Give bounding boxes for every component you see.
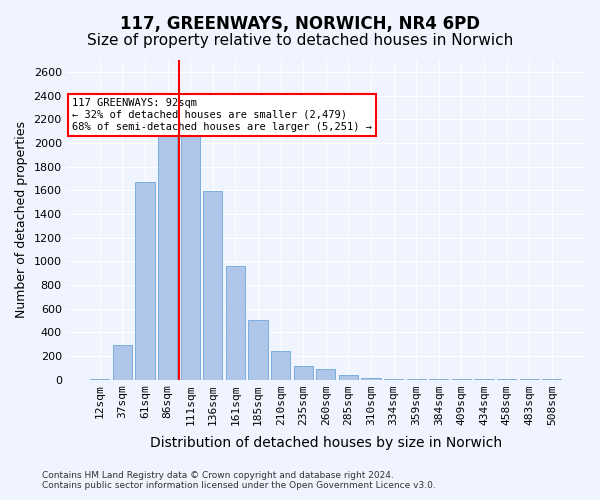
Text: 117 GREENWAYS: 92sqm
← 32% of detached houses are smaller (2,479)
68% of semi-de: 117 GREENWAYS: 92sqm ← 32% of detached h… [72,98,372,132]
Text: 117, GREENWAYS, NORWICH, NR4 6PD: 117, GREENWAYS, NORWICH, NR4 6PD [120,15,480,33]
Bar [113,345,132,380]
Bar [203,192,223,380]
Bar [361,378,380,380]
Y-axis label: Number of detached properties: Number of detached properties [15,122,28,318]
Bar [248,320,268,380]
Bar [316,369,335,380]
Bar [158,124,177,380]
Bar [136,182,155,380]
Bar [407,379,426,380]
Text: Contains HM Land Registry data © Crown copyright and database right 2024.
Contai: Contains HM Land Registry data © Crown c… [42,470,436,490]
Bar [293,366,313,380]
Bar [384,378,403,380]
Bar [90,379,109,380]
Bar [226,266,245,380]
Bar [339,375,358,380]
Bar [181,126,200,380]
Bar [271,351,290,380]
X-axis label: Distribution of detached houses by size in Norwich: Distribution of detached houses by size … [150,436,502,450]
Text: Size of property relative to detached houses in Norwich: Size of property relative to detached ho… [87,32,513,48]
